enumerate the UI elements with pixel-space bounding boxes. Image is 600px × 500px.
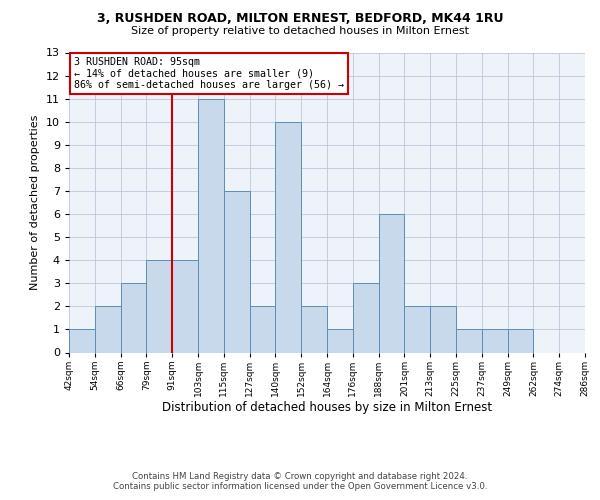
Bar [95,306,121,352]
Bar [69,330,95,352]
Text: 3, RUSHDEN ROAD, MILTON ERNEST, BEDFORD, MK44 1RU: 3, RUSHDEN ROAD, MILTON ERNEST, BEDFORD,… [97,12,503,26]
Bar [198,98,224,352]
Bar [146,260,172,352]
Bar [430,306,456,352]
Bar [172,260,198,352]
Text: Size of property relative to detached houses in Milton Ernest: Size of property relative to detached ho… [131,26,469,36]
Bar [482,330,508,352]
Bar [327,330,353,352]
X-axis label: Distribution of detached houses by size in Milton Ernest: Distribution of detached houses by size … [162,402,492,414]
Bar [508,330,533,352]
Y-axis label: Number of detached properties: Number of detached properties [30,115,40,290]
Bar [301,306,327,352]
Bar [250,306,275,352]
Bar [379,214,404,352]
Bar [353,284,379,352]
Bar [121,284,146,352]
Bar [456,330,482,352]
Bar [224,191,250,352]
Bar [275,122,301,352]
Text: Contains HM Land Registry data © Crown copyright and database right 2024.
Contai: Contains HM Land Registry data © Crown c… [113,472,487,491]
Text: 3 RUSHDEN ROAD: 95sqm
← 14% of detached houses are smaller (9)
86% of semi-detac: 3 RUSHDEN ROAD: 95sqm ← 14% of detached … [74,57,344,90]
Bar [404,306,430,352]
